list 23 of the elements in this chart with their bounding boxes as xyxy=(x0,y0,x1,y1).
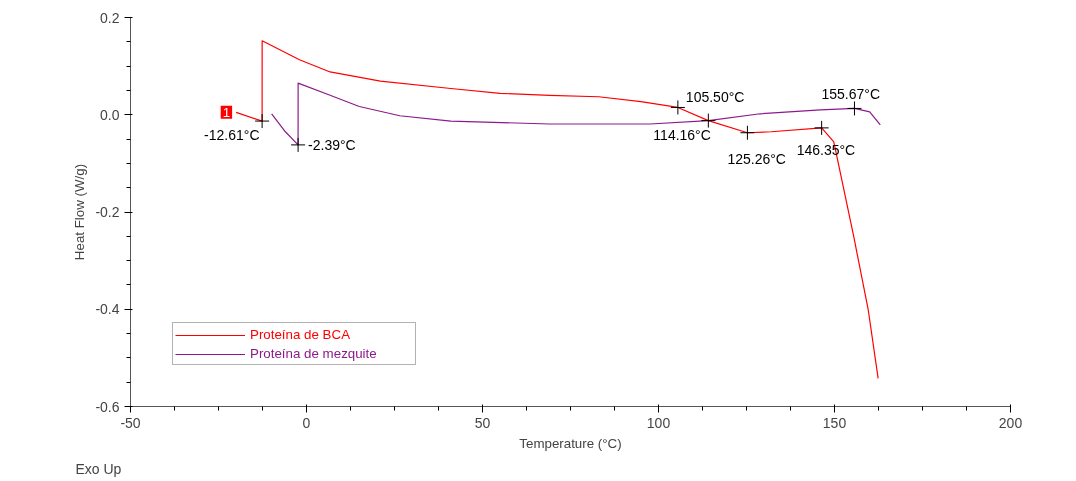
annotation: -12.61°C xyxy=(204,127,260,144)
y-tick-label: 0.0 xyxy=(100,106,120,123)
annotation: 1 xyxy=(222,104,231,120)
y-tick-label: -0.4 xyxy=(95,301,120,318)
annotation: 114.16°C xyxy=(653,126,711,143)
x-axis-title: Temperature (°C) xyxy=(519,435,622,451)
text: Exo Up xyxy=(75,460,122,477)
annotation: 125.26°C xyxy=(727,150,786,167)
y-tick-label: -0.6 xyxy=(95,398,120,415)
text: Proteína de BCA xyxy=(250,327,351,342)
y-tick-label: 0.2 xyxy=(100,9,120,26)
annotation: 155.67°C xyxy=(821,86,880,103)
x-tick-label: 50 xyxy=(474,414,491,431)
x-tick-label: 200 xyxy=(998,414,1023,431)
x-tick-label: 100 xyxy=(646,414,671,431)
y-axis-title: Heat Flow (W/g) xyxy=(72,163,88,261)
y-tick-label: -0.2 xyxy=(95,204,120,220)
x-tick-label: 0 xyxy=(302,414,311,431)
x-tick-label: 150 xyxy=(822,414,847,431)
text: Proteína de mezquite xyxy=(250,346,377,361)
annotation: -2.39°C xyxy=(308,136,356,153)
x-tick-label: -50 xyxy=(120,414,141,431)
annotation: 105.50°C xyxy=(685,89,745,106)
